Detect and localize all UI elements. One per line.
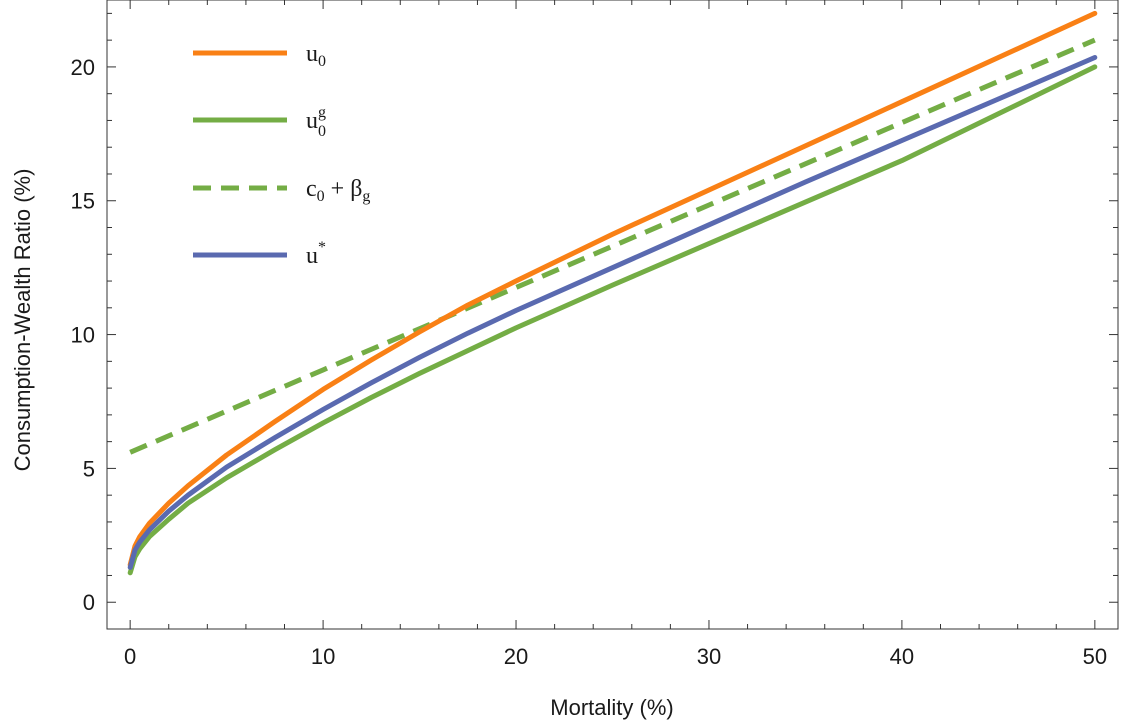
tick-labels: 0 10 20 30 40 50 0 5 10 15 20	[71, 55, 1108, 669]
legend-label: ug 0	[306, 104, 326, 140]
x-tick-label: 10	[311, 644, 335, 669]
x-tick-label: 0	[124, 644, 136, 669]
y-axis-label: Consumption-Wealth Ratio (%)	[10, 169, 35, 472]
axis-ticks	[107, 0, 1118, 629]
series-line-1	[127, 10, 1098, 568]
legend-label: u0	[306, 41, 326, 70]
x-tick-label: 20	[504, 644, 528, 669]
series-layer	[127, 10, 1098, 576]
x-tick-label: 30	[697, 644, 721, 669]
legend: u0 ug 0 c0 + βg u*	[193, 41, 370, 269]
plot-frame	[106, 0, 1119, 630]
legend-label: u*	[306, 239, 326, 269]
y-tick-label: 0	[83, 590, 95, 615]
y-tick-label: 5	[83, 456, 95, 481]
x-tick-label: 40	[890, 644, 914, 669]
y-tick-label: 20	[71, 55, 95, 80]
x-axis-label: Mortality (%)	[550, 695, 673, 720]
y-tick-label: 15	[71, 189, 95, 214]
y-tick-label: 10	[71, 323, 95, 348]
x-tick-label: 50	[1083, 644, 1107, 669]
series-line-2	[127, 64, 1098, 576]
series-line-3	[129, 37, 1096, 455]
legend-label: c0 + βg	[306, 176, 370, 205]
series-line-4	[127, 55, 1098, 570]
